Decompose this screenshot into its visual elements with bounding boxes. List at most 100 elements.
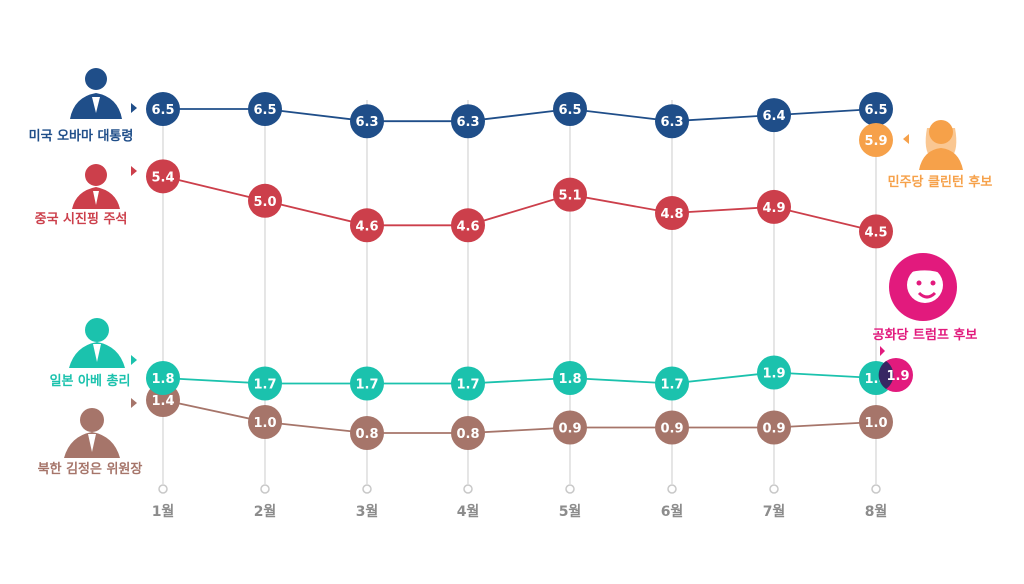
data-point: 6.5: [248, 92, 282, 126]
x-tick-label: 8월: [865, 503, 888, 520]
axis-dot: [463, 484, 473, 494]
data-point: 1.8: [553, 361, 587, 395]
data-point-circle: [859, 92, 893, 126]
data-label: 5.0: [253, 195, 276, 210]
data-label: 6.4: [762, 109, 785, 124]
data-point-circle: [451, 104, 485, 139]
axis-dot: [871, 484, 881, 494]
data-markers: 1.4 1.0 0.8 0.8 0.9 0.9 0.9 1.0 1.8 1.7 1.7 1.7 1.8 1…: [146, 92, 913, 450]
data-point: 6.3: [451, 104, 485, 139]
data-label: 4.9: [762, 201, 785, 216]
data-point: 6.5: [146, 92, 180, 126]
data-label: 0.8: [355, 427, 378, 442]
data-point-circle: [146, 92, 180, 126]
data-point-circle: [146, 159, 180, 194]
data-label: 1.7: [456, 378, 479, 393]
x-tick-label: 5월: [559, 503, 582, 520]
series-line: [163, 108, 877, 123]
data-label: 0.9: [762, 422, 785, 437]
series-label-xi: 중국 시진핑 주석: [35, 211, 128, 227]
data-label: 6.5: [253, 103, 276, 118]
data-point: 5.4: [146, 159, 180, 194]
data-point-circle: [553, 177, 587, 212]
data-label: 1.8: [558, 372, 581, 387]
clinton-portrait-icon: [919, 120, 963, 170]
axis-dot: [260, 484, 270, 494]
series-line: [162, 175, 877, 233]
data-label: 1.7: [355, 378, 378, 393]
data-point: 0.8: [451, 416, 485, 450]
data-point-circle: [451, 208, 485, 243]
x-tick-label: 7월: [763, 503, 786, 520]
data-point-circle: [553, 410, 587, 445]
obama-pointer: [131, 103, 137, 113]
data-label: 1.7: [253, 378, 276, 393]
series-label-obama: 미국 오바마 대통령: [29, 128, 134, 144]
data-point-circle: [553, 92, 587, 126]
series-label-trump: 공화당 트럼프 후보: [873, 327, 978, 343]
data-point: 1.7: [655, 366, 689, 401]
data-label: 4.8: [660, 207, 683, 222]
data-point-circle: [655, 104, 689, 139]
series-label-kim: 북한 김정은 위원장: [38, 461, 143, 477]
data-point-circle: [248, 183, 282, 218]
data-point: 1.9: [757, 355, 791, 390]
data-point: 1.9: [878, 358, 913, 392]
data-point-circle: [248, 366, 282, 401]
data-point-circle: [451, 366, 485, 401]
x-tick-label: 6월: [661, 503, 684, 520]
data-point: 4.9: [757, 189, 791, 224]
x-tick-label: 4월: [457, 503, 480, 520]
data-point-circle: [757, 410, 791, 445]
data-point: 0.9: [757, 410, 791, 445]
data-label: 5.4: [151, 170, 174, 185]
data-point-circle: [655, 366, 689, 401]
data-label: 1.4: [151, 394, 174, 409]
clinton-pointer: [903, 134, 909, 144]
series-lines: [162, 108, 877, 434]
data-point: 4.5: [859, 214, 893, 249]
data-label: 1.0: [253, 416, 276, 431]
data-point: 1.0: [859, 405, 893, 439]
data-point: 5.1: [553, 177, 587, 212]
data-point: 5.9: [859, 123, 893, 157]
data-label: 6.3: [355, 115, 378, 130]
data-point-circle: [655, 196, 689, 231]
data-label: 4.6: [355, 219, 378, 234]
data-label: 1.8: [151, 372, 174, 387]
data-point-circle: [248, 92, 282, 126]
data-point-circle: [859, 123, 893, 157]
data-point-circle: [248, 405, 282, 439]
axis-dot: [565, 484, 575, 494]
data-point: 1.0: [248, 405, 282, 439]
data-point-circle: [146, 361, 180, 395]
axis-dot: [362, 484, 372, 494]
data-point: 1.7: [451, 366, 485, 401]
data-label: 4.5: [864, 225, 887, 240]
data-label: 0.9: [558, 422, 581, 437]
data-point: 6.3: [655, 104, 689, 139]
data-point: 4.6: [350, 208, 384, 243]
data-label: 6.5: [151, 103, 174, 118]
data-label: 6.3: [660, 115, 683, 130]
data-label: 5.9: [864, 134, 887, 149]
data-point: 1.7: [350, 366, 384, 401]
data-point-circle: [553, 361, 587, 395]
data-point-circle: [859, 214, 893, 249]
data-point: 5.0: [248, 183, 282, 218]
data-point-circle: [350, 208, 384, 243]
data-label: 1.9: [886, 369, 909, 384]
data-point: 6.5: [859, 92, 893, 126]
abe-portrait-icon: [69, 318, 125, 368]
overlap-shade: [878, 361, 894, 389]
data-point: 1.8: [146, 361, 180, 395]
data-point: 6.3: [350, 104, 384, 139]
kim-pointer: [131, 398, 137, 408]
data-point: 0.9: [655, 410, 689, 445]
data-point: 4.6: [451, 208, 485, 243]
data-label: 1.9: [762, 367, 785, 382]
data-point-circle: [350, 104, 384, 139]
x-axis-labels: 1월 2월 3월 4월 5월 6월 7월 8월: [152, 503, 888, 520]
series-label-clinton: 민주당 클린턴 후보: [888, 174, 993, 190]
